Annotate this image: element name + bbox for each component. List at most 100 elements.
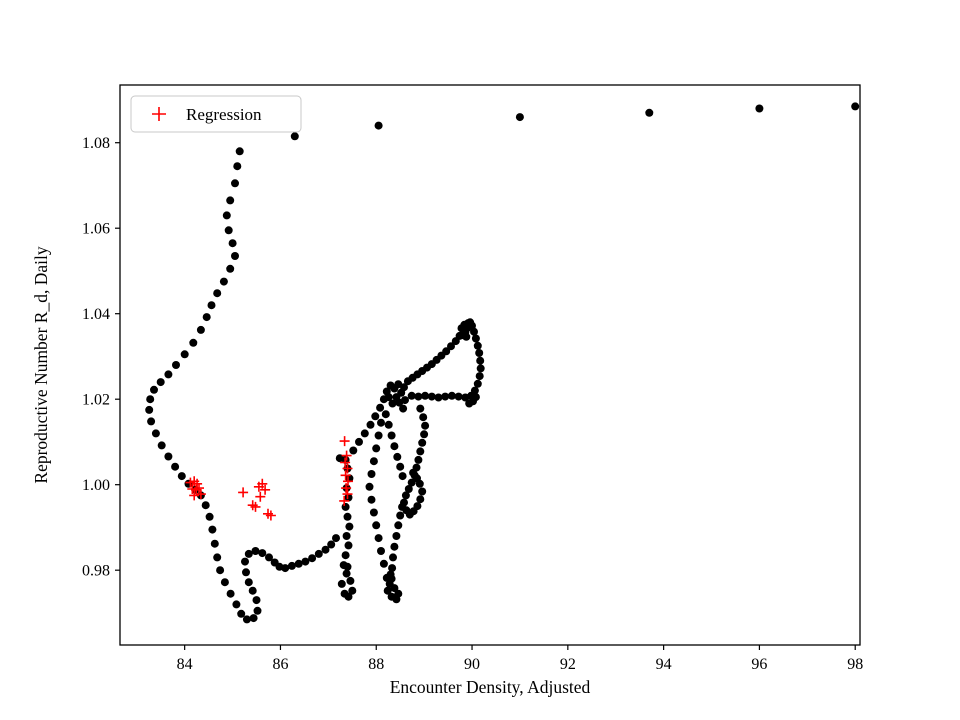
scatter-point xyxy=(164,452,173,461)
scatter-point xyxy=(235,147,244,156)
scatter-point xyxy=(447,342,455,351)
scatter-point xyxy=(381,410,390,419)
scatter-point xyxy=(177,472,186,481)
scatter-point xyxy=(755,104,764,113)
scatter-point xyxy=(226,264,235,273)
scatter-point xyxy=(202,313,211,322)
scatter-point xyxy=(210,539,219,548)
scatter-point xyxy=(213,553,222,562)
scatter-point xyxy=(244,549,253,558)
scatter-point xyxy=(393,452,402,461)
scatter-point xyxy=(241,557,249,566)
x-tick-label: 98 xyxy=(847,656,863,673)
scatter-point xyxy=(377,547,385,555)
scatter-point xyxy=(396,462,405,471)
scatter-point xyxy=(343,512,352,521)
scatter-point xyxy=(301,557,310,566)
scatter-point xyxy=(372,521,381,530)
regression-plus-marker-icon xyxy=(152,107,166,121)
scatter-point xyxy=(420,430,429,439)
scatter-point xyxy=(216,566,225,575)
scatter-point xyxy=(377,418,385,427)
regression-point xyxy=(194,483,204,494)
scatter-point xyxy=(342,569,351,578)
regression-point xyxy=(238,487,249,498)
scatter-point xyxy=(385,579,394,588)
scatter-point xyxy=(172,361,180,369)
x-tick-label: 92 xyxy=(560,656,576,673)
scatter-point xyxy=(201,501,210,510)
scatter-point xyxy=(157,441,166,450)
scatter-point xyxy=(418,438,427,447)
scatter-point xyxy=(369,508,378,517)
scatter-point xyxy=(386,570,395,579)
scatter-point xyxy=(207,301,216,310)
scatter-point xyxy=(287,561,296,570)
x-tick-label: 90 xyxy=(464,656,480,673)
scatter-point xyxy=(219,277,228,286)
scatter-point xyxy=(341,502,350,511)
scatter-point xyxy=(226,196,235,205)
plot-area: 84 86 88 90 92 94 96 98 0.98 1.00 1.02 1.04 1.06 1.08 xyxy=(82,84,863,673)
scatter-point xyxy=(416,447,425,456)
scatter-point xyxy=(226,589,235,598)
scatter-point xyxy=(470,327,478,336)
scatter-point xyxy=(341,551,350,560)
regression-point xyxy=(265,510,276,521)
legend-label: Regression xyxy=(186,105,262,124)
scatter-point xyxy=(171,462,180,471)
scatter-point xyxy=(388,564,397,573)
scatter-point xyxy=(399,404,408,413)
scatter-point xyxy=(349,446,358,455)
x-tick-label: 94 xyxy=(656,656,672,673)
x-tick-label: 86 xyxy=(272,656,288,673)
regression-point xyxy=(342,489,353,500)
x-tick-label: 88 xyxy=(368,656,384,673)
scatter-point xyxy=(442,347,451,356)
scatter-point xyxy=(374,431,383,440)
y-tick-label: 1.06 xyxy=(82,221,110,238)
scatter-point xyxy=(258,549,267,558)
scatter-point xyxy=(367,470,376,478)
scatter-point xyxy=(441,392,450,401)
scatter-point xyxy=(342,532,351,540)
scatter-point xyxy=(418,487,427,496)
scatter-point xyxy=(228,239,237,248)
scatter-point xyxy=(473,379,482,388)
scatter-point xyxy=(231,252,239,260)
scatter-point xyxy=(224,226,233,235)
scatter-point xyxy=(388,399,397,408)
scatter-point xyxy=(407,478,416,487)
y-tick-label: 0.98 xyxy=(82,563,110,580)
scatter-point xyxy=(384,420,393,429)
regression-point xyxy=(189,490,200,501)
scatter-point xyxy=(156,378,165,387)
x-tick-label: 84 xyxy=(177,656,193,673)
scatter-point xyxy=(367,495,376,504)
scatter-point xyxy=(515,113,524,122)
scatter-point xyxy=(421,391,430,400)
scatter-point xyxy=(249,614,258,623)
scatter-point xyxy=(205,512,214,521)
scatter-point xyxy=(346,576,355,585)
scatter-point xyxy=(232,600,241,609)
scatter-point xyxy=(164,370,173,379)
scatter-point xyxy=(476,356,485,365)
scatter-point xyxy=(416,495,425,504)
scatter-point xyxy=(376,403,385,412)
scatter-point xyxy=(407,391,416,400)
axes-frame xyxy=(119,84,861,646)
scatter-point xyxy=(384,393,393,402)
scatter-point xyxy=(473,341,482,350)
scatter-point xyxy=(237,609,246,618)
scatter-point xyxy=(413,502,422,511)
scatter-point xyxy=(371,412,380,421)
scatter-point xyxy=(476,364,485,373)
scatter-point xyxy=(253,606,262,615)
regression-point xyxy=(342,463,353,474)
scatter-point xyxy=(401,491,410,500)
scatter-point xyxy=(461,393,470,402)
scatter-point xyxy=(231,179,239,188)
